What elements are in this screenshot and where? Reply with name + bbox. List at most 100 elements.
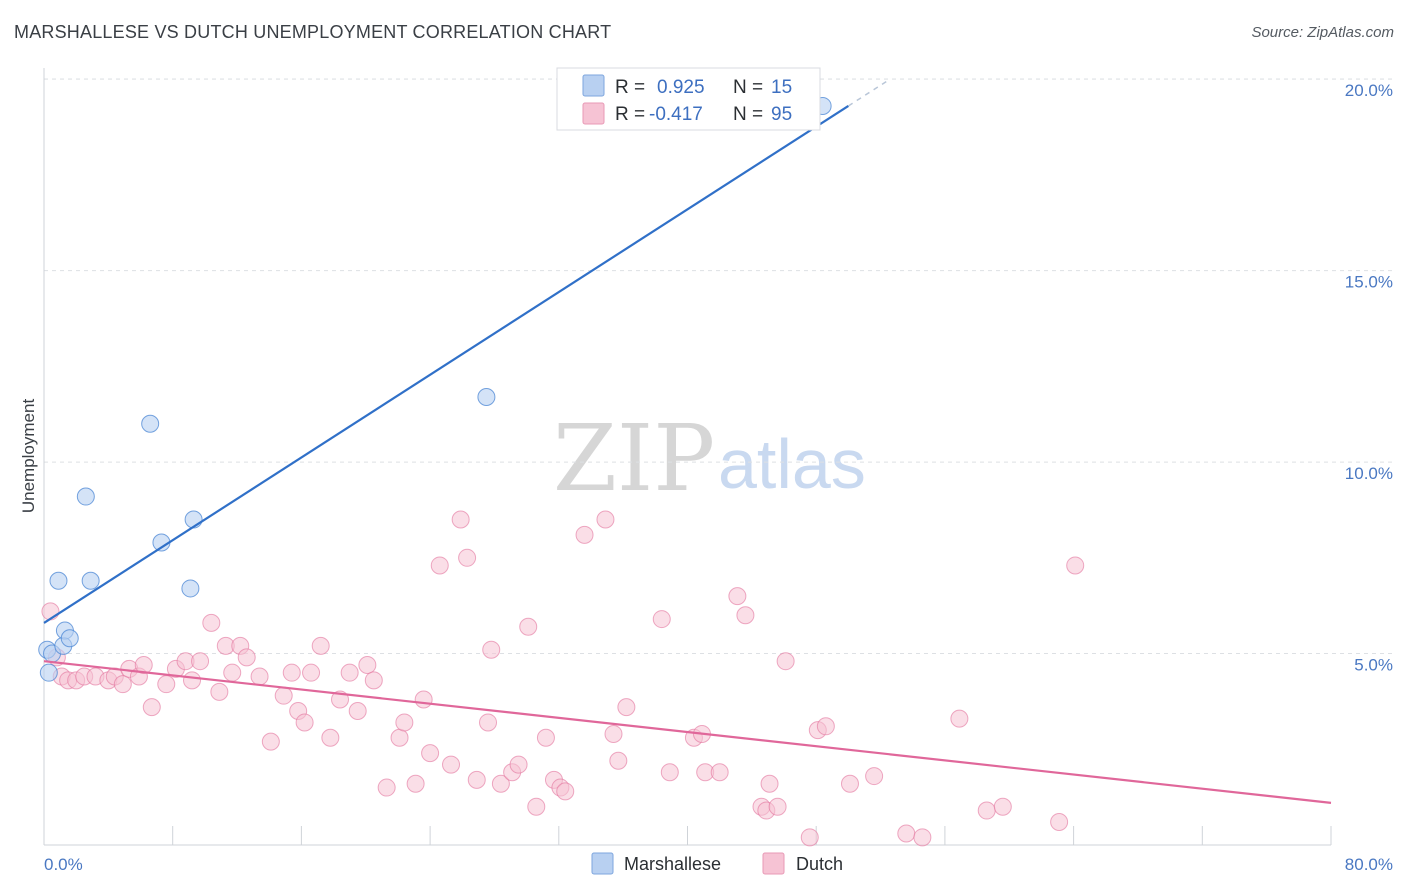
- dutch-point: [617, 698, 636, 717]
- dutch-point: [527, 797, 546, 816]
- dutch-point: [142, 698, 161, 717]
- dutch-point: [1066, 556, 1085, 575]
- y-tick-label: 15.0%: [1345, 273, 1393, 292]
- dutch-point: [596, 510, 615, 529]
- legend-n-value-1: 15: [771, 77, 792, 98]
- dutch-point: [395, 713, 414, 732]
- dutch-point: [340, 663, 359, 682]
- dutch-point: [768, 797, 787, 816]
- dutch-point: [261, 732, 280, 751]
- dutch-point: [41, 602, 60, 621]
- marshallese-point: [181, 579, 200, 598]
- dutch-point: [364, 671, 383, 690]
- legend-r-label-2: R =: [615, 104, 645, 125]
- dutch-point: [183, 671, 202, 690]
- dutch-point: [776, 652, 795, 671]
- marshallese-point: [81, 571, 100, 590]
- dutch-point: [467, 770, 486, 789]
- dutch-point: [479, 713, 498, 732]
- dutch-point: [897, 824, 916, 843]
- dutch-point: [134, 656, 153, 675]
- bottom-legend-dutch: Dutch: [796, 854, 843, 874]
- dutch-point: [660, 763, 679, 782]
- bottom-legend-marshallese: Marshallese: [624, 854, 721, 874]
- dutch-point: [977, 801, 996, 820]
- dutch-point: [1050, 813, 1069, 832]
- dutch-point: [414, 690, 433, 709]
- dutch-point: [311, 636, 330, 655]
- marshallese-trend-extension: [847, 79, 889, 107]
- dutch-point: [390, 728, 409, 747]
- dutch-point: [358, 656, 377, 675]
- dutch-point: [575, 525, 594, 544]
- bottom-legend-swatch-marshallese: [591, 852, 614, 875]
- watermark-zip: ZIP: [553, 405, 715, 512]
- dutch-point: [800, 828, 819, 847]
- y-tick-label: 10.0%: [1345, 464, 1393, 483]
- dutch-point: [458, 548, 477, 567]
- legend-swatch-dutch: [582, 102, 605, 125]
- dutch-point: [210, 682, 229, 701]
- dutch-point: [421, 744, 440, 763]
- dutch-point: [348, 701, 367, 720]
- legend-n-label-1: N =: [733, 77, 763, 98]
- dutch-point: [406, 774, 425, 793]
- dutch-point: [913, 828, 932, 847]
- y-tick-label: 5.0%: [1354, 656, 1393, 675]
- dutch-point: [710, 763, 729, 782]
- legend-top: R = 0.925 N = 15 R = -0.417 N = 95: [556, 67, 821, 131]
- marshallese-point: [141, 414, 160, 433]
- x-tick-label-min: 0.0%: [44, 855, 83, 874]
- dutch-point: [736, 606, 755, 625]
- legend-n-label-2: N =: [733, 104, 763, 125]
- dutch-point: [536, 728, 555, 747]
- x-tick-label-max: 80.0%: [1345, 855, 1393, 874]
- dutch-point: [113, 675, 132, 694]
- marshallese-point: [76, 487, 95, 506]
- watermark-atlas: atlas: [718, 425, 866, 503]
- legend-r-value-2: -0.417: [649, 104, 703, 125]
- dutch-point: [202, 613, 221, 632]
- y-axis-label: Unemployment: [19, 399, 38, 514]
- dutch-point: [482, 640, 501, 659]
- dutch-point: [760, 774, 779, 793]
- marshallese-point: [49, 571, 68, 590]
- dutch-point: [509, 755, 528, 774]
- dutch-point: [865, 767, 884, 786]
- source-label: Source: ZipAtlas.com: [1251, 24, 1394, 41]
- dutch-point: [950, 709, 969, 728]
- dutch-point: [302, 663, 321, 682]
- chart-title: MARSHALLESE VS DUTCH UNEMPLOYMENT CORREL…: [14, 22, 612, 42]
- dutch-point: [191, 652, 210, 671]
- legend-bottom: Marshallese Dutch: [591, 852, 843, 875]
- dutch-point: [430, 556, 449, 575]
- marshallese-point: [477, 387, 496, 406]
- legend-n-value-2: 95: [771, 104, 792, 125]
- trend-lines: [43, 79, 1332, 804]
- marshallese-trend-line: [43, 105, 849, 624]
- dutch-point: [157, 675, 176, 694]
- dutch-point: [840, 774, 859, 793]
- dutch-point: [816, 717, 835, 736]
- dutch-point: [274, 686, 293, 705]
- dutch-point: [321, 728, 340, 747]
- dutch-point: [491, 774, 510, 793]
- x-ticks: [43, 826, 1332, 845]
- dutch-point: [223, 663, 242, 682]
- dutch-point: [993, 797, 1012, 816]
- dutch-point: [295, 713, 314, 732]
- dutch-point: [556, 782, 575, 801]
- dutch-point: [282, 663, 301, 682]
- y-tick-label: 20.0%: [1345, 81, 1393, 100]
- dutch-point: [609, 751, 628, 770]
- y-tick-labels: 5.0% 10.0% 15.0% 20.0%: [1345, 81, 1393, 674]
- dutch-point: [728, 587, 747, 606]
- legend-r-value-1: 0.925: [657, 77, 705, 98]
- dutch-point: [604, 724, 623, 743]
- marshallese-points: [38, 96, 832, 682]
- marshallese-point: [39, 663, 58, 682]
- watermark: ZIP atlas: [553, 405, 866, 512]
- legend-swatch-marshallese: [582, 74, 605, 97]
- marshallese-point: [60, 629, 79, 648]
